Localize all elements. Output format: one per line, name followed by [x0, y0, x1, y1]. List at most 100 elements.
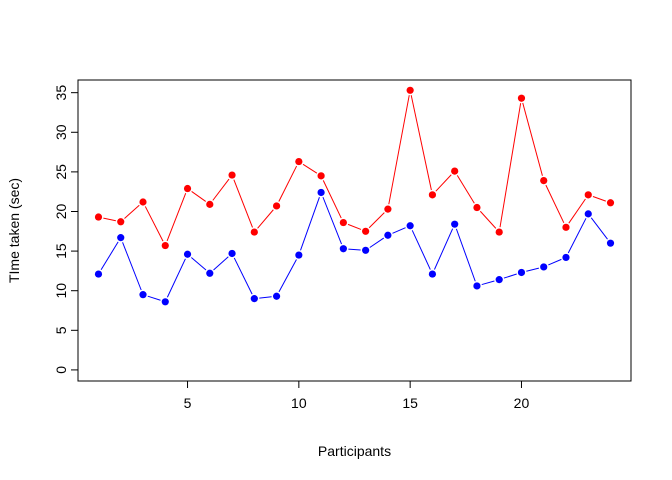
- data-point: [139, 198, 147, 206]
- series-segment: [526, 267, 540, 272]
- series-segment: [233, 179, 253, 228]
- series-segment: [479, 210, 497, 229]
- data-point: [517, 268, 526, 277]
- series-segment: [590, 217, 608, 240]
- x-tick-label: 5: [184, 395, 192, 411]
- series-layer: [94, 86, 615, 306]
- data-point: [428, 270, 437, 278]
- y-tick-label: 30: [53, 124, 69, 140]
- data-point: [406, 222, 414, 230]
- series-segment: [147, 295, 161, 301]
- series-segment: [103, 217, 116, 222]
- series-segment: [124, 204, 140, 219]
- series-segment: [322, 196, 342, 245]
- data-point: [161, 298, 169, 306]
- series-segment: [522, 102, 543, 176]
- y-tick-label: 5: [53, 326, 69, 334]
- x-tick-label: 10: [291, 395, 307, 411]
- y-tick-label: 15: [53, 243, 69, 259]
- series-segment: [322, 180, 342, 219]
- series-segment: [499, 103, 522, 228]
- data-point: [517, 94, 526, 102]
- data-point: [495, 276, 503, 284]
- series-segment: [144, 206, 164, 242]
- series-segment: [503, 273, 517, 279]
- series-segment: [302, 163, 318, 174]
- y-tick-label: 25: [53, 164, 69, 180]
- y-tick-label: 35: [53, 85, 69, 101]
- data-point: [606, 199, 615, 207]
- data-point: [94, 270, 103, 278]
- series-segment: [233, 257, 253, 295]
- data-point: [562, 223, 570, 231]
- data-point: [584, 191, 592, 199]
- data-point: [473, 282, 481, 290]
- x-tick-label: 20: [514, 395, 530, 411]
- data-point: [161, 241, 169, 250]
- data-point: [384, 231, 392, 239]
- series-segment: [213, 256, 229, 271]
- series-segment: [410, 95, 432, 191]
- series-segment: [545, 184, 565, 224]
- series-segment: [212, 178, 230, 201]
- data-point: [540, 263, 548, 271]
- data-point: [295, 251, 303, 259]
- series-segment: [548, 258, 562, 266]
- series-segment: [455, 228, 476, 282]
- data-point: [339, 218, 347, 227]
- series-segment: [456, 175, 475, 204]
- data-point: [250, 228, 258, 236]
- data-point: [228, 171, 236, 179]
- data-point: [183, 250, 192, 258]
- data-point: [94, 213, 103, 221]
- data-point: [406, 86, 414, 94]
- series-segment: [433, 228, 454, 270]
- data-point: [295, 157, 303, 166]
- data-point: [362, 246, 370, 254]
- series-segment: [257, 209, 274, 229]
- series-segment: [435, 174, 452, 192]
- series-segment: [278, 259, 297, 293]
- data-point: [473, 203, 481, 212]
- series-segment: [166, 258, 186, 298]
- series-segment: [191, 191, 207, 202]
- data-point: [540, 176, 548, 185]
- series-segment: [567, 218, 587, 254]
- series-segment: [411, 230, 431, 270]
- data-point: [250, 295, 258, 303]
- axes: 5 10 15 20 0 5 10 15 20 25 30 35: [53, 85, 529, 411]
- data-point: [362, 227, 370, 235]
- series-segment: [348, 248, 361, 251]
- data-point: [228, 249, 236, 258]
- series-2: [94, 188, 615, 306]
- series-segment: [392, 227, 406, 234]
- data-point: [206, 200, 214, 208]
- series-segment: [122, 242, 142, 291]
- plot-frame: [77, 79, 632, 382]
- y-tick-label: 0: [53, 366, 69, 374]
- series-segment: [100, 241, 119, 271]
- series-segment: [347, 223, 362, 230]
- data-point: [139, 291, 147, 299]
- series-segment: [481, 280, 495, 286]
- y-tick-label: 10: [53, 283, 69, 299]
- series-segment: [166, 192, 187, 242]
- series-segment: [592, 196, 606, 202]
- data-point: [183, 184, 192, 193]
- series-segment: [300, 197, 320, 251]
- data-point: [584, 210, 592, 218]
- data-point: [317, 172, 325, 180]
- data-point: [206, 269, 214, 277]
- series-segment: [388, 95, 410, 205]
- series-segment: [278, 165, 298, 202]
- data-point: [495, 228, 503, 236]
- data-point: [272, 202, 281, 210]
- data-point: [317, 188, 325, 197]
- data-point: [451, 220, 459, 228]
- data-point: [428, 191, 437, 199]
- data-point: [117, 218, 125, 226]
- series-segment: [259, 296, 272, 299]
- y-tick-label: 20: [53, 203, 69, 219]
- data-point: [562, 253, 570, 262]
